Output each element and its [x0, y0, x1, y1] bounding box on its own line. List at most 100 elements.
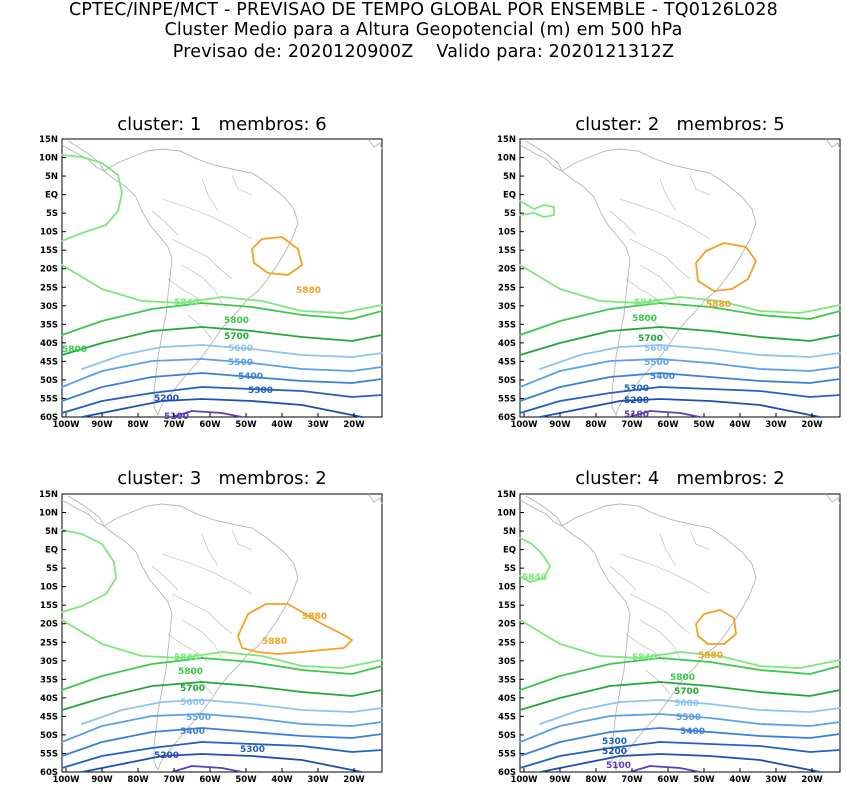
contour-5800 — [61, 302, 383, 336]
contour-label: 5800 — [62, 345, 87, 355]
lon-label: 40W — [729, 775, 751, 785]
lat-label: 10S — [498, 228, 516, 238]
lat-label: 45S — [498, 712, 516, 722]
lon-label: 60W — [657, 775, 679, 785]
contour-5300 — [519, 741, 841, 769]
country-border — [231, 529, 253, 551]
country-border — [201, 533, 219, 567]
lat-label: 15S — [498, 601, 516, 611]
contour-label: 5880 — [706, 300, 731, 310]
country-border — [167, 278, 209, 308]
lon-label: 100W — [510, 775, 538, 785]
lat-label: 55S — [40, 394, 58, 404]
lon-label: 30W — [765, 775, 787, 785]
country-border — [625, 633, 667, 663]
country-border — [619, 198, 711, 240]
lon-label: 70W — [163, 420, 185, 430]
contour-5880 — [695, 242, 757, 292]
contour-label: 5700 — [674, 687, 699, 697]
country-border — [639, 619, 681, 659]
coastline-central-america — [519, 495, 564, 528]
lat-label: 10N — [39, 509, 58, 519]
contour-label: 5300 — [248, 386, 273, 396]
contour-5880 — [695, 609, 737, 645]
lat-label: 10S — [40, 228, 58, 238]
contour-label: 5800 — [632, 314, 657, 324]
contour-5840 — [519, 264, 841, 314]
lat-label: 25S — [498, 283, 516, 293]
lat-label: 50S — [498, 376, 516, 386]
contour-5100 — [629, 410, 701, 418]
header-line-2: Cluster Medio para a Altura Geopotencial… — [164, 20, 683, 40]
contour-5200 — [81, 398, 363, 418]
lat-label: 35S — [40, 320, 58, 330]
lat-label: 55S — [40, 749, 58, 759]
contour-label: 5840 — [174, 653, 199, 663]
lat-label: 10N — [39, 154, 58, 164]
country-border — [609, 210, 637, 236]
lat-label: EQ — [503, 191, 516, 201]
contour-5200 — [539, 398, 821, 418]
contour-label: 5600 — [644, 344, 669, 354]
contour-label: 5400 — [238, 372, 263, 382]
country-border — [167, 633, 209, 663]
contour-5100 — [629, 765, 701, 773]
contour-5880 — [237, 603, 353, 655]
panel-1-title: cluster: 1 membros: 6 — [117, 114, 327, 135]
coastline-central-america — [61, 140, 106, 173]
country-border — [231, 174, 253, 196]
panel-3-title: cluster: 3 membros: 2 — [117, 468, 327, 489]
lat-label: 5N — [503, 527, 516, 537]
lon-label: 40W — [271, 420, 293, 430]
lat-label: 50S — [498, 731, 516, 741]
lon-label: 50W — [235, 775, 257, 785]
contour-5840 — [519, 619, 841, 669]
coastline — [103, 148, 299, 417]
lon-label: 40W — [271, 775, 293, 785]
contour-label: 5880 — [698, 651, 723, 661]
country-border — [629, 238, 691, 280]
coastline-central-america — [61, 495, 106, 528]
lat-label: 15N — [39, 490, 58, 500]
lat-label: 5N — [503, 172, 516, 182]
lat-label: 50S — [40, 376, 58, 386]
contour-5400 — [519, 372, 841, 402]
country-border — [625, 278, 667, 308]
country-border — [151, 565, 179, 591]
contour-label: 5800 — [178, 667, 203, 677]
lat-label: 40S — [40, 339, 58, 349]
contour-label: 5840 — [522, 573, 547, 583]
lat-label: 15N — [39, 135, 58, 145]
lat-label: 20S — [40, 265, 58, 275]
lat-label: 5S — [46, 564, 58, 574]
lon-label: 60W — [199, 775, 221, 785]
lat-label: 55S — [498, 394, 516, 404]
lat-label: 45S — [40, 712, 58, 722]
lat-label: 15S — [498, 246, 516, 256]
contour-5200 — [81, 753, 363, 773]
contour-label: 5200 — [154, 751, 179, 761]
contour-label: 5800 — [670, 673, 695, 683]
lat-label: 30S — [498, 302, 516, 312]
lat-label: EQ — [503, 546, 516, 556]
lat-label: 15N — [497, 135, 516, 145]
coastline-africa — [367, 493, 383, 505]
lat-label: 15S — [40, 246, 58, 256]
contour-5500 — [519, 713, 841, 743]
contour-label: 5700 — [638, 334, 663, 344]
country-border — [689, 174, 711, 196]
contour-5400 — [61, 372, 383, 402]
contour-5300 — [61, 386, 383, 414]
lat-label: 45S — [498, 357, 516, 367]
country-border — [629, 593, 691, 635]
country-border — [609, 565, 637, 591]
contour-5400 — [519, 727, 841, 757]
panel-4-title: cluster: 4 membros: 2 — [575, 468, 785, 489]
contour-5840 — [61, 264, 383, 314]
contour-label: 5100 — [624, 410, 649, 420]
coastline — [561, 503, 757, 772]
lon-label: 80W — [585, 420, 607, 430]
contour-label: 5100 — [164, 412, 189, 422]
lon-label: 100W — [52, 420, 80, 430]
